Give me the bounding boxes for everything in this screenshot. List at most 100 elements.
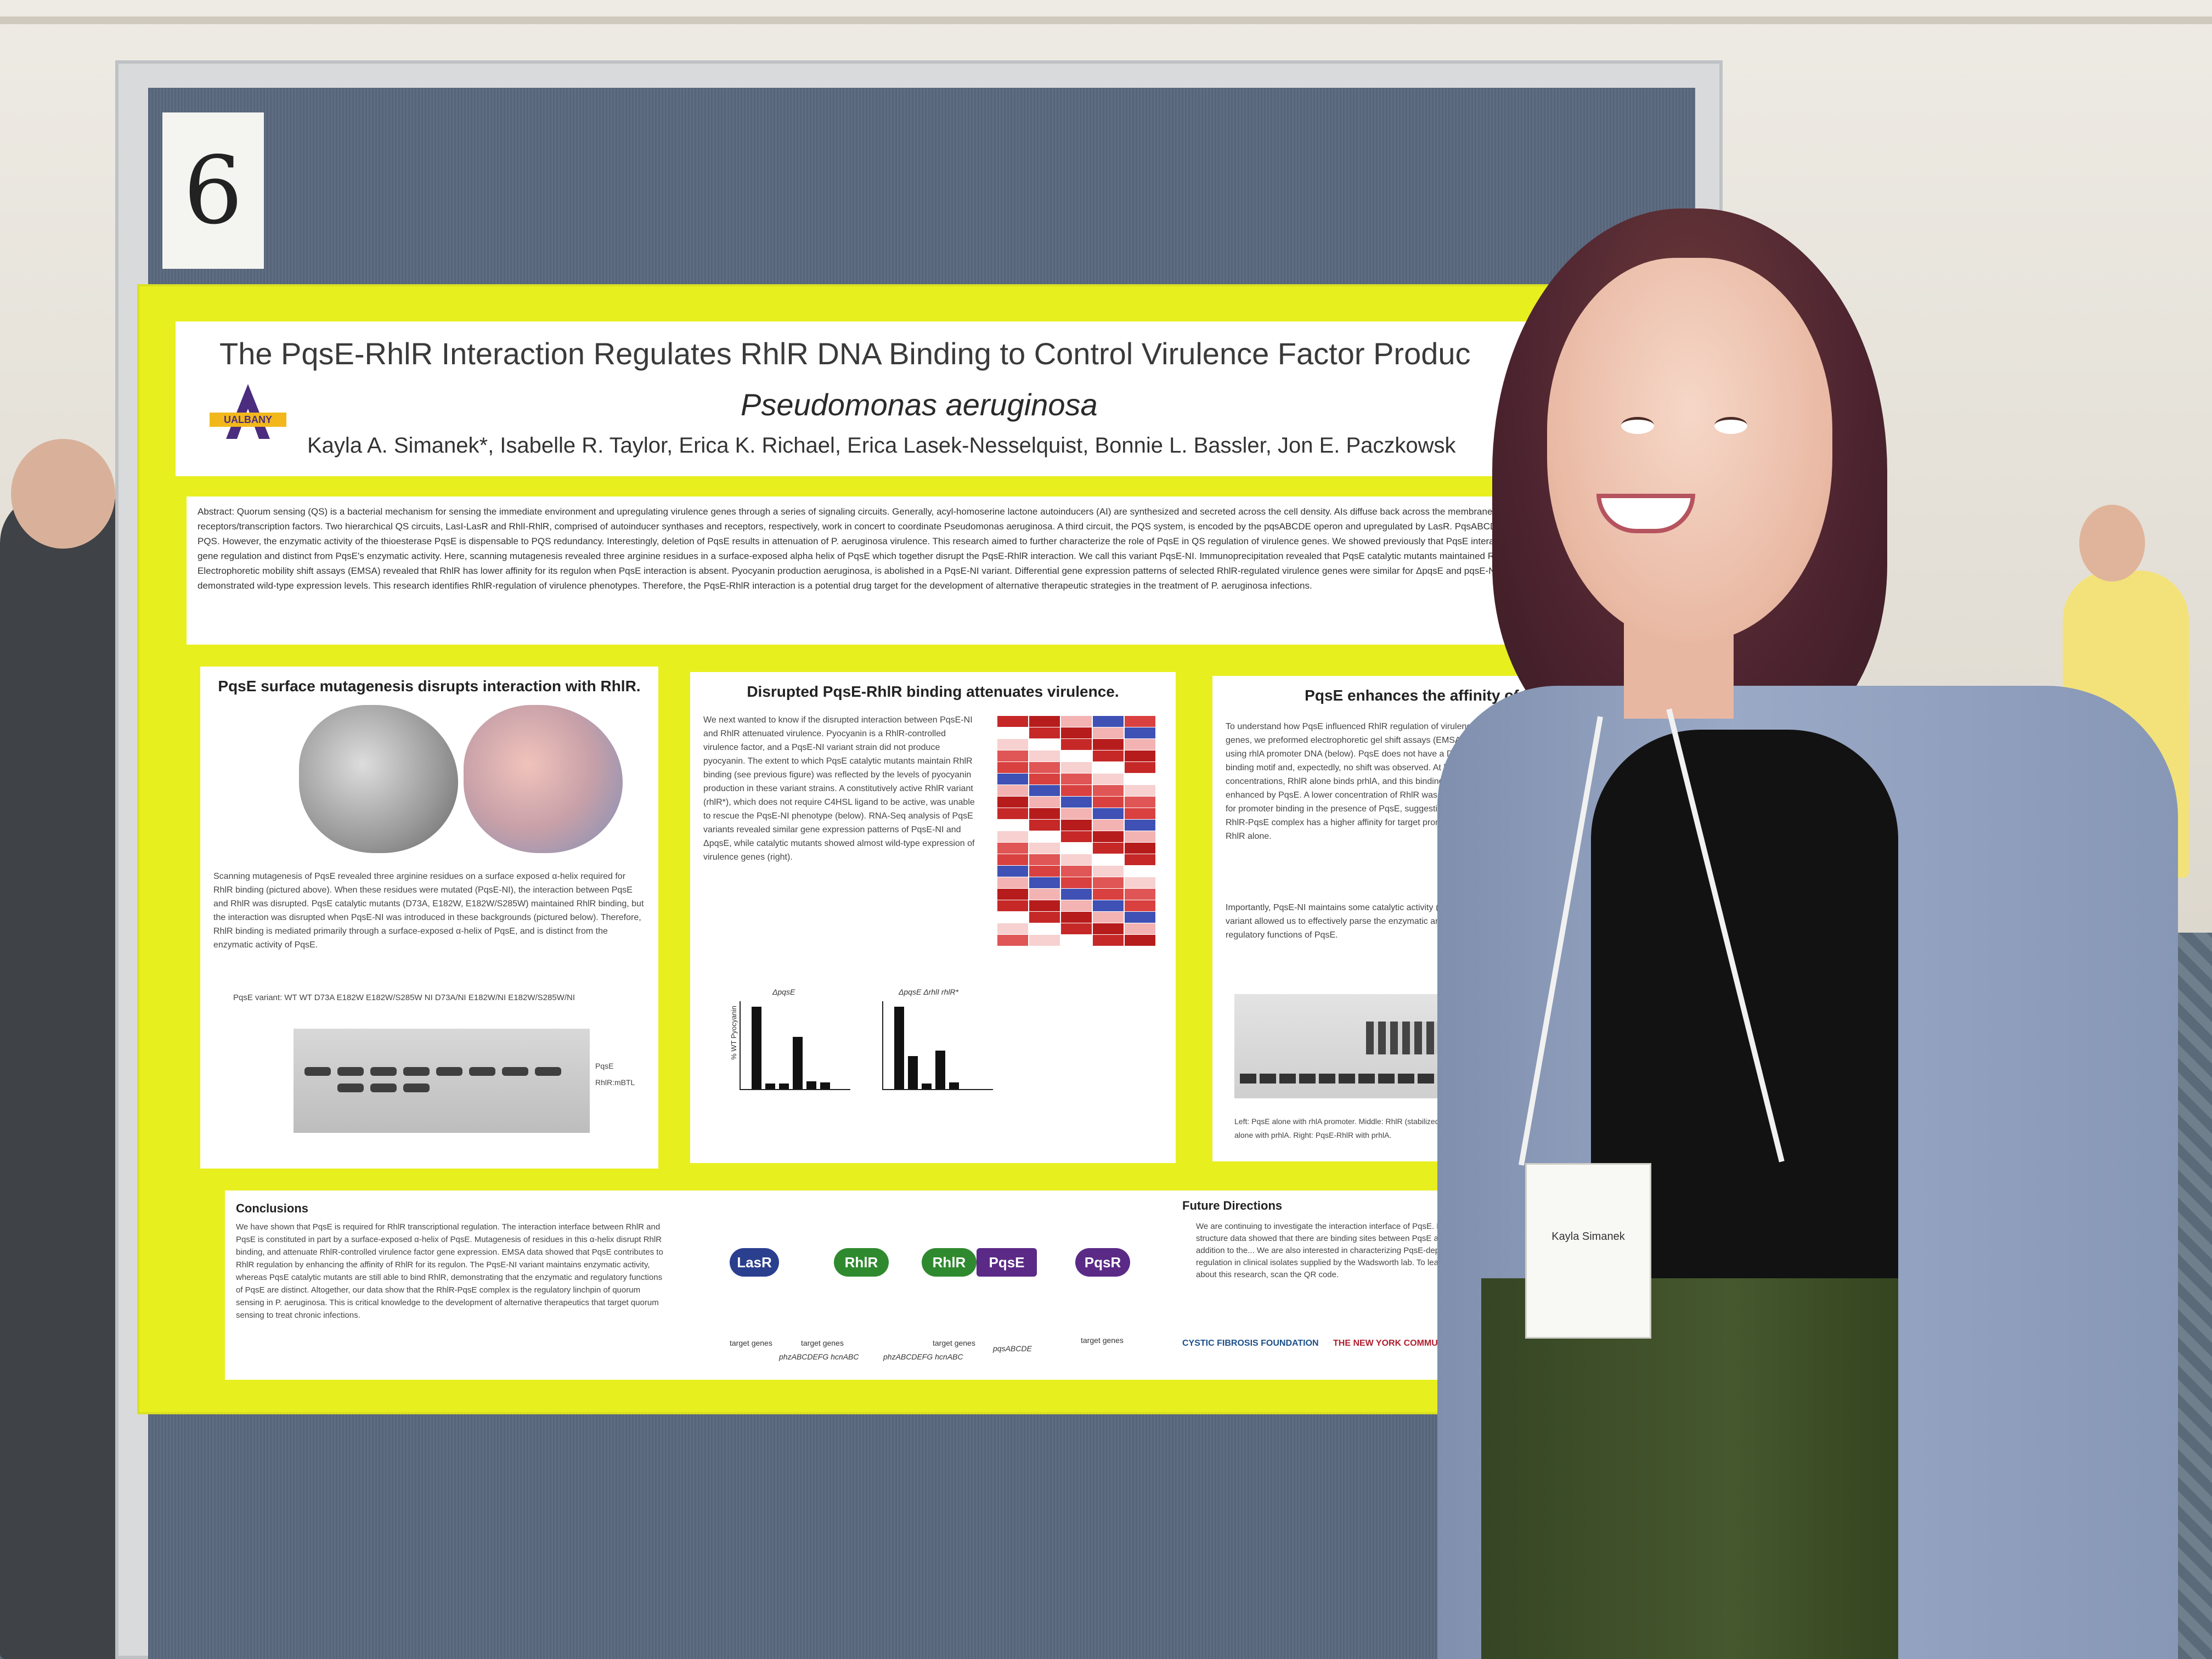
gel-band (304, 1067, 331, 1076)
chart-bar (752, 1007, 761, 1089)
heatmap-cell (1029, 797, 1060, 808)
heatmap-cell (1029, 866, 1060, 877)
heatmap-cell (1093, 866, 1124, 877)
panel-conclusions: Conclusions We have shown that PqsE is r… (225, 1190, 1651, 1380)
heatmap-cell (1093, 727, 1124, 738)
heatmap-cell (1093, 762, 1124, 773)
heatmap-cell (1061, 762, 1092, 773)
heatmap-cell (1029, 912, 1060, 923)
presenter-face (1547, 258, 1832, 642)
heatmap-cell (1093, 785, 1124, 796)
panel-mutagenesis-text: Scanning mutagenesis of PqsE revealed th… (213, 872, 644, 950)
heatmap-cell (1093, 774, 1124, 785)
heatmap-cell (1093, 831, 1124, 842)
heatmap-cell (997, 762, 1028, 773)
heatmap-cell (1125, 854, 1155, 865)
chart-bar (908, 1056, 918, 1089)
pyocyanin-chart-2 (882, 1001, 993, 1090)
heatmap-cell (1061, 923, 1092, 934)
heatmap-cell (997, 739, 1028, 750)
rhlr-pqse-complex-rhlr: RhlR (922, 1248, 977, 1277)
ualbany-logo: UALBANY (210, 384, 286, 444)
chart-bar (779, 1084, 789, 1089)
phz-genes-label: phzABCDEFG hcnABC (883, 1352, 963, 1361)
emsa-caption: Left: PqsE alone with rhlA promoter. Mid… (1234, 1117, 1481, 1139)
gel-header: PqsE variant: WT WT D73A E182W E182W/S28… (233, 993, 575, 1002)
heatmap-cell (1093, 877, 1124, 888)
heatmap-cell (1093, 797, 1124, 808)
poster-title-box (176, 321, 1657, 476)
poster-title: The PqsE-RhlR Interaction Regulates RhlR… (219, 336, 1471, 371)
heatmap-cell (1029, 739, 1060, 750)
heatmap-cell (1029, 774, 1060, 785)
heatmap-cell (1061, 854, 1092, 865)
protein-structure-gray (299, 705, 458, 853)
heatmap-cell (997, 727, 1028, 738)
pqse-node: PqsE (977, 1248, 1037, 1277)
heatmap-cell (1125, 889, 1155, 900)
heatmap-cell (1125, 912, 1155, 923)
heatmap-cell (1029, 785, 1060, 796)
protein-structure-surface (464, 705, 623, 853)
ualbany-seal-icon (226, 384, 270, 439)
chart-bar (935, 1051, 945, 1089)
heatmap-cell (1125, 923, 1155, 934)
heatmap-cell (1093, 854, 1124, 865)
heatmap-cell (997, 797, 1028, 808)
heatmap-cell (1093, 935, 1124, 946)
heatmap-cell (1029, 808, 1060, 819)
gel-band (502, 1067, 528, 1076)
heatmap-cell (1061, 808, 1092, 819)
heatmap-cell (1093, 716, 1124, 727)
heatmap-cell (1125, 935, 1155, 946)
heatmap-cell (1029, 727, 1060, 738)
heatmap-cell (997, 808, 1028, 819)
heatmap-cell (1029, 751, 1060, 761)
heatmap-cell (1029, 900, 1060, 911)
chart-bar (765, 1084, 775, 1089)
heatmap-cell (1061, 843, 1092, 854)
heatmap-cell (1125, 774, 1155, 785)
heatmap-cell (1061, 797, 1092, 808)
heatmap-cell (1029, 854, 1060, 865)
target-genes-label: target genes (730, 1339, 772, 1347)
heatmap-cell (1029, 923, 1060, 934)
gel-band (469, 1067, 495, 1076)
heatmap-cell (1061, 831, 1092, 842)
target-genes-label: target genes (933, 1339, 975, 1347)
gel-band (337, 1067, 364, 1076)
pyocyanin-y-label: % WT Pyocyanin (729, 1006, 738, 1060)
heatmap-cell (1125, 762, 1155, 773)
gel-label-pqse: PqsE (595, 1062, 614, 1070)
heatmap-cell (997, 716, 1028, 727)
heatmap-cell (1029, 820, 1060, 831)
presenter-right-eye (1714, 417, 1747, 434)
gel-band (403, 1084, 430, 1092)
heatmap-cell (1125, 797, 1155, 808)
phz-genes-label: phzABCDEFG hcnABC (779, 1352, 859, 1361)
gel-label-rhlr: RhlR:mBTL (595, 1078, 635, 1087)
heatmap-cell (1029, 889, 1060, 900)
target-genes-label: target genes (801, 1339, 844, 1347)
heatmap-cell (1125, 831, 1155, 842)
lasr-node: LasR (730, 1248, 779, 1277)
panel-mutagenesis-heading: PqsE surface mutagenesis disrupts intera… (218, 678, 641, 695)
heatmap-cell (997, 935, 1028, 946)
heatmap-cell (1093, 808, 1124, 819)
heatmap-cell (1029, 935, 1060, 946)
heatmap-cell (1061, 877, 1092, 888)
chart-bar (949, 1082, 959, 1089)
future-directions-heading: Future Directions (1182, 1199, 1283, 1212)
heatmap-cell (997, 820, 1028, 831)
pqsr-node: PqsR (1075, 1248, 1130, 1277)
name-badge: Kayla Simanek (1525, 1163, 1651, 1339)
ceiling-trim (0, 16, 2212, 24)
future-directions-text: We are continuing to investigate the int… (1196, 1222, 1478, 1279)
heatmap-cell (1061, 889, 1092, 900)
panel-virulence-heading: Disrupted PqsE-RhlR binding attenuates v… (747, 683, 1119, 700)
chart-bar (793, 1037, 803, 1089)
pqs-operon-label: pqsABCDE (993, 1344, 1032, 1353)
panel-virulence: Disrupted PqsE-RhlR binding attenuates v… (690, 672, 1176, 1163)
heatmap-cell (1125, 727, 1155, 738)
cystic-fibrosis-sponsor: CYSTIC FIBROSIS FOUNDATION (1182, 1339, 1319, 1348)
